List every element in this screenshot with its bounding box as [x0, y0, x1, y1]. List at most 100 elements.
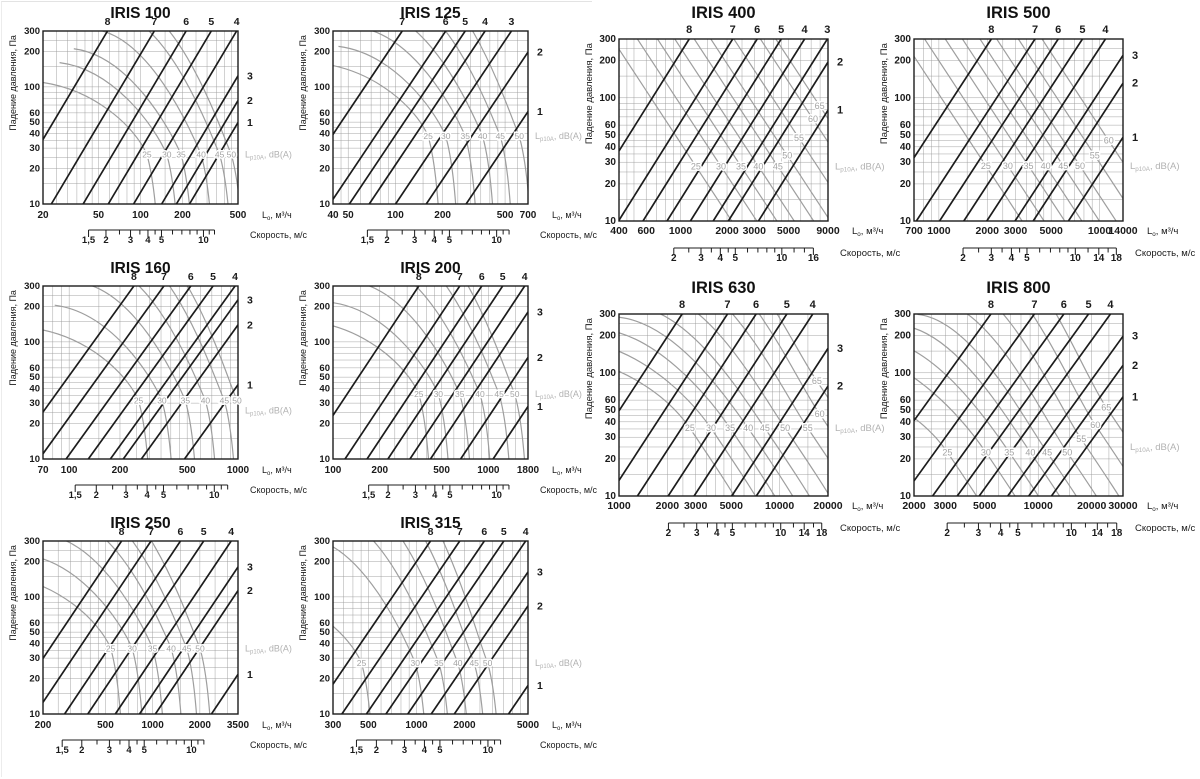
y-tick-label: 30 [900, 157, 912, 168]
top-position-label: 7 [1032, 24, 1038, 36]
plot-border [332, 285, 529, 460]
plot-border [913, 313, 1124, 497]
y-tick-label: 50 [605, 405, 617, 416]
velocity-tick-label: 1,5 [350, 745, 364, 756]
right-position-label: 1 [1132, 132, 1138, 144]
noise-level-label: 45 [220, 396, 230, 406]
noise-db-unit-label: Lp10A, dB(A) [535, 131, 582, 143]
noise-level-label: 40 [1025, 447, 1035, 457]
noise-level-label: 65 [812, 376, 822, 386]
noise-db-unit-label: Lp10A, dB(A) [1130, 161, 1180, 173]
top-position-label: 6 [443, 16, 449, 28]
x-tick-label: 300 [325, 720, 342, 731]
noise-level-label: 25 [357, 658, 367, 668]
y-tick-label: 10 [319, 709, 330, 720]
position-lines [333, 286, 528, 459]
x-tick-label: 2000 [976, 225, 1000, 237]
velocity-axis-title: Скорость, м/с [250, 485, 308, 495]
velocity-tick-label: 14 [1093, 253, 1105, 264]
velocity-tick-label: 2 [944, 528, 950, 539]
top-position-label: 4 [810, 299, 817, 311]
y-tick-label: 40 [900, 142, 912, 153]
noise-level-label: 25 [981, 161, 991, 171]
velocity-tick-label: 10 [483, 745, 494, 756]
y-tick-label: 30 [605, 432, 617, 443]
top-position-label: 7 [457, 526, 463, 538]
velocity-tick-label: 5 [733, 253, 739, 264]
noise-level-label: 30 [716, 161, 726, 171]
y-tick-label: 20 [29, 164, 40, 175]
noise-level-label: 25 [691, 161, 701, 171]
noise-level-label: 35 [434, 658, 444, 668]
chart-title: IRIS 160 [110, 260, 170, 277]
noise-level-label: 35 [1024, 161, 1034, 171]
x-axis-unit: Lo, м³/ч [552, 720, 582, 732]
top-position-label: 8 [679, 299, 685, 311]
right-position-label: 2 [537, 47, 543, 59]
y-tick-label: 300 [314, 536, 330, 547]
chart-title: IRIS 200 [400, 260, 460, 277]
x-tick-label: 10000 [765, 500, 794, 512]
velocity-tick-label: 10 [198, 235, 209, 246]
chart-title: IRIS 500 [986, 4, 1050, 22]
x-axis-unit: Lo, м³/ч [552, 210, 582, 222]
noise-level-label: 35 [181, 396, 191, 406]
right-position-label: 3 [247, 561, 253, 573]
velocity-tick-label: 4 [126, 745, 132, 756]
velocity-axis-title: Скорость, м/с [540, 485, 598, 495]
noise-db-unit-label: Lp10A, dB(A) [245, 643, 292, 655]
chart-iris200: IRIS 200 8 7 6 5 4 3 2 1 300 200 100 60 50 40 30 20 10 100… [295, 257, 598, 509]
x-tick-label: 3000 [684, 500, 708, 512]
x-tick-label: 1000 [405, 720, 428, 731]
plot-border [332, 540, 529, 715]
velocity-axis-title: Скорость, м/с [840, 523, 900, 534]
y-tick-label: 10 [29, 454, 40, 465]
y-tick-label: 20 [29, 419, 40, 430]
velocity-axis-title: Скорость, м/с [250, 230, 308, 240]
noise-db-unit-label: Lp10A, dB(A) [535, 658, 582, 670]
noise-level-label: 40 [453, 658, 463, 668]
top-position-label: 8 [119, 526, 125, 538]
plot-border [42, 540, 239, 715]
noise-level-label: 50 [1062, 447, 1072, 457]
plot-border [618, 38, 829, 222]
noise-level-label: 50 [227, 150, 237, 160]
noise-level-label: 55 [794, 133, 804, 143]
right-position-label: 1 [537, 401, 543, 413]
noise-level-label: 60 [1104, 136, 1114, 146]
velocity-ruler [355, 739, 502, 747]
noise-level-label: 50 [1075, 161, 1085, 171]
noise-level-label: 50 [514, 131, 524, 141]
y-tick-label: 20 [900, 179, 912, 190]
x-tick-label: 500 [230, 210, 247, 221]
top-position-label: 4 [232, 271, 238, 283]
right-position-label: 2 [1132, 78, 1138, 90]
y-tick-label: 60 [29, 363, 40, 374]
velocity-tick-label: 4 [422, 745, 428, 756]
velocity-ruler [366, 229, 510, 237]
noise-level-label: 30 [411, 658, 421, 668]
y-tick-label: 40 [29, 638, 40, 649]
top-position-label: 8 [428, 526, 434, 538]
chart-title: IRIS 315 [400, 515, 461, 532]
y-tick-label: 200 [314, 302, 330, 313]
noise-level-label: 40 [201, 396, 211, 406]
y-tick-label: 40 [319, 128, 330, 139]
noise-level-label: 40 [753, 161, 763, 171]
noise-level-label: 45 [1058, 161, 1068, 171]
grid [333, 31, 528, 204]
y-tick-label: 40 [29, 128, 40, 139]
y-tick-label: 50 [319, 627, 330, 638]
velocity-tick-label: 3 [698, 253, 704, 264]
velocity-tick-label: 2 [385, 490, 390, 501]
top-position-label: 5 [778, 24, 784, 36]
velocity-ruler [368, 484, 510, 492]
velocity-tick-label: 2 [94, 490, 99, 501]
top-position-label: 5 [201, 526, 207, 538]
noise-level-label: 45 [494, 389, 504, 399]
